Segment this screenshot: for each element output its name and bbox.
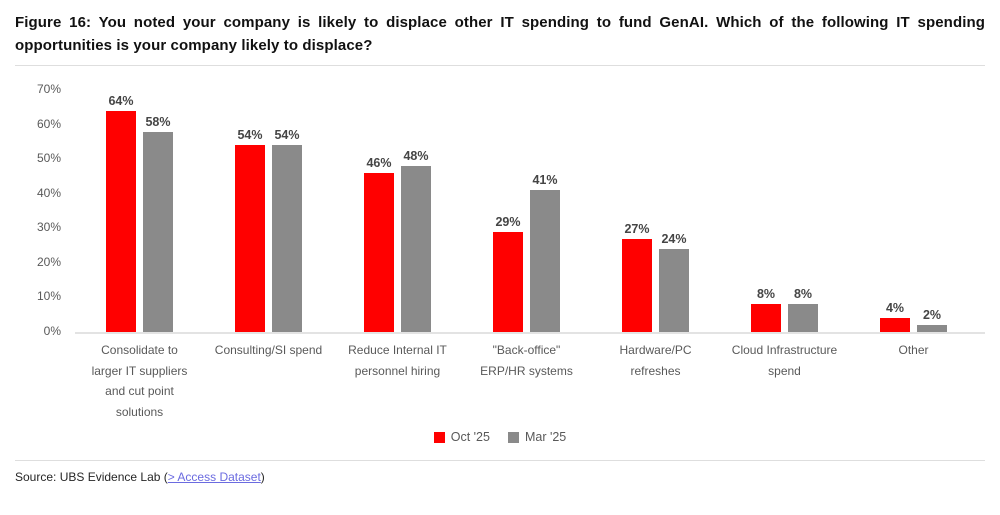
bar-pair: 54% 54% xyxy=(204,90,333,332)
y-axis-tick-label: 30% xyxy=(36,220,61,235)
bar-column: 46% xyxy=(364,156,394,332)
bar-pair: 64% 58% xyxy=(75,90,204,332)
bar-oct-25 xyxy=(235,145,265,332)
y-axis-tick-label: 60% xyxy=(36,116,61,131)
source-text: Source: UBS Evidence Lab (> Access Datas… xyxy=(15,470,985,484)
bar-value-label: 2% xyxy=(922,308,942,323)
bar-column: 64% xyxy=(106,94,136,332)
bar-pair: 8% 8% xyxy=(720,90,849,332)
bar-oct-25 xyxy=(751,304,781,332)
legend-label: Mar '25 xyxy=(524,430,567,444)
x-axis-line xyxy=(75,332,985,334)
bar-group: 46% 48% Reduce Internal IT personnel hirin… xyxy=(333,90,462,378)
bar-group: 64% 58% Consolidate to larger IT suppliers… xyxy=(75,90,204,419)
bar-value-label: 46% xyxy=(366,155,392,170)
bar-value-label: 64% xyxy=(108,93,134,108)
bar-oct-25 xyxy=(880,318,910,332)
bar-column: 29% xyxy=(493,215,523,332)
bar-column: 54% xyxy=(235,128,265,332)
source-suffix: ) xyxy=(260,470,265,484)
y-axis-tick-label: 50% xyxy=(36,151,61,166)
bar-column: 8% xyxy=(788,287,818,332)
bar-column: 2% xyxy=(917,308,947,332)
bar-value-label: 8% xyxy=(793,287,813,302)
legend-swatch-icon xyxy=(433,431,445,443)
bar-oct-25 xyxy=(622,238,652,332)
bar-group: 27% 24% Hardware/PC refreshes xyxy=(591,90,720,378)
category-label: Other xyxy=(898,343,929,357)
y-axis-tick-label: 20% xyxy=(36,254,61,269)
bar-oct-25 xyxy=(493,231,523,332)
figure-16-panel: Figure 16: You noted your company is lik… xyxy=(0,12,1000,515)
plot-area: 64% 58% Consolidate to larger IT suppliers… xyxy=(75,90,978,419)
legend-label: Oct '25 xyxy=(450,430,490,444)
access-dataset-link[interactable]: > Access Dataset xyxy=(167,470,261,484)
legend: Oct '25 Mar '25 xyxy=(0,428,1000,446)
bar-column: 58% xyxy=(143,114,173,332)
bar-group: 4% 2% Other xyxy=(849,90,978,357)
bar-column: 8% xyxy=(751,287,781,332)
title-divider xyxy=(15,65,985,66)
y-axis-tick-label: 0% xyxy=(43,324,61,338)
bar-mar-25 xyxy=(272,145,302,332)
source-prefix: Source: UBS Evidence Lab ( xyxy=(15,470,168,484)
bar-value-label: 24% xyxy=(661,232,687,247)
bar-pair: 29% 41% xyxy=(462,90,591,332)
category-label: "Back-office" ERP/HR systems xyxy=(480,343,573,378)
bar-pair: 46% 48% xyxy=(333,90,462,332)
bar-mar-25 xyxy=(659,249,689,332)
bar-chart: 70% 60% 50% 40% 30% 20% 10% 0% 64% 58% Consolidat… xyxy=(15,76,985,426)
bar-mar-25 xyxy=(143,131,173,332)
bar-value-label: 48% xyxy=(403,149,429,164)
bar-pair: 4% 2% xyxy=(849,90,978,332)
y-axis-tick-label: 40% xyxy=(36,185,61,200)
bar-value-label: 4% xyxy=(885,301,905,316)
footer-divider xyxy=(15,460,985,461)
bar-value-label: 29% xyxy=(495,214,521,229)
bar-mar-25 xyxy=(530,190,560,332)
bar-column: 54% xyxy=(272,128,302,332)
bar-value-label: 41% xyxy=(532,173,558,188)
y-axis-tick-label: 70% xyxy=(36,82,61,96)
bar-column: 27% xyxy=(622,222,652,332)
bar-mar-25 xyxy=(788,304,818,332)
y-axis-tick-label: 10% xyxy=(36,289,61,304)
category-label: Consolidate to larger IT suppliers and c… xyxy=(91,343,188,419)
category-label: Hardware/PC refreshes xyxy=(619,343,692,378)
category-label: Cloud Infrastructure spend xyxy=(731,343,838,378)
bar-value-label: 54% xyxy=(237,128,263,143)
bar-column: 48% xyxy=(401,149,431,332)
legend-item: Mar '25 xyxy=(507,430,567,444)
bar-oct-25 xyxy=(106,110,136,332)
bar-column: 41% xyxy=(530,173,560,332)
bar-mar-25 xyxy=(401,166,431,332)
y-axis: 70% 60% 50% 40% 30% 20% 10% 0% xyxy=(15,82,61,338)
bar-column: 4% xyxy=(880,301,910,332)
bar-group: 29% 41% "Back-office" ERP/HR systems xyxy=(462,90,591,377)
bar-group: 54% 54% Consulting/SI spend xyxy=(204,90,333,357)
category-label: Consulting/SI spend xyxy=(214,343,323,357)
bar-pair: 27% 24% xyxy=(591,90,720,332)
category-label: Reduce Internal IT personnel hiring xyxy=(348,343,447,378)
bar-column: 24% xyxy=(659,232,689,332)
bar-value-label: 8% xyxy=(756,287,776,302)
bar-value-label: 54% xyxy=(274,128,300,143)
bar-group: 8% 8% Cloud Infrastructure spend xyxy=(720,90,849,377)
figure-title: Figure 16: You noted your company is lik… xyxy=(15,14,985,54)
bar-value-label: 58% xyxy=(145,114,171,129)
legend-swatch-icon xyxy=(507,431,519,443)
bar-mar-25 xyxy=(917,325,947,332)
bar-value-label: 27% xyxy=(624,221,650,236)
legend-item: Oct '25 xyxy=(433,430,490,444)
bar-oct-25 xyxy=(364,172,394,332)
